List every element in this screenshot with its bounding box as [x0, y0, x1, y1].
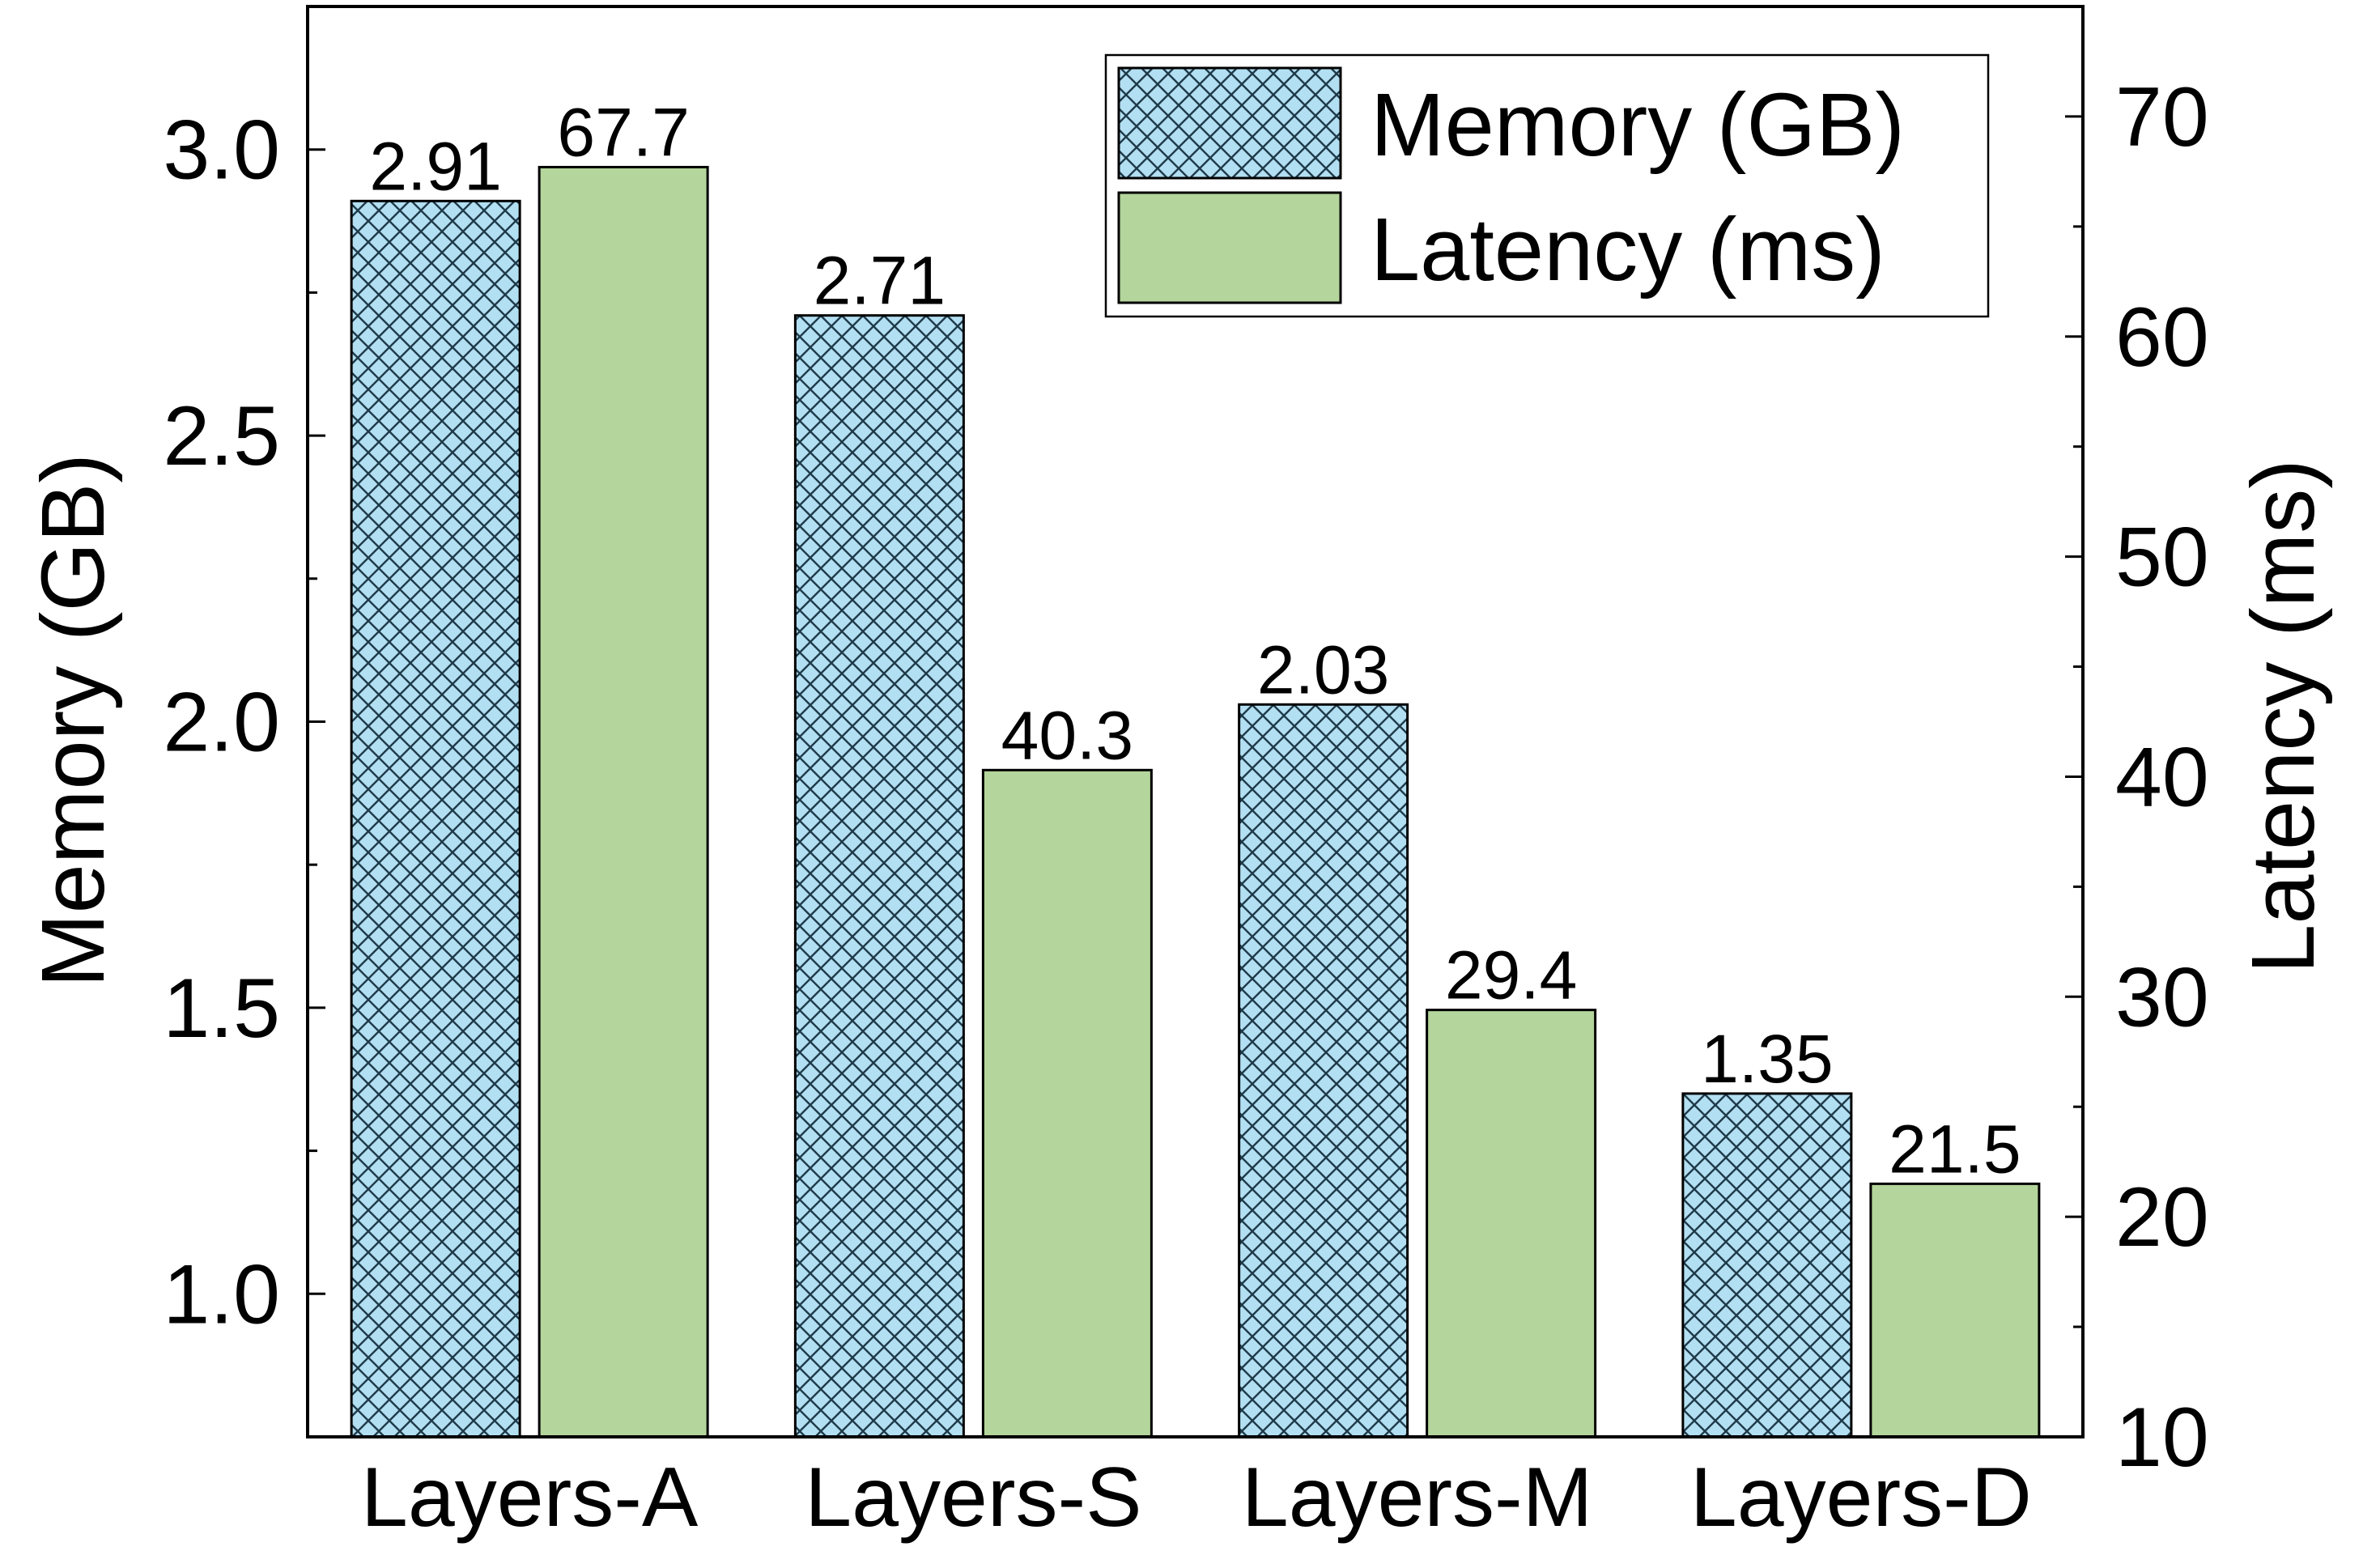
y-tick-label-right: 10 — [2115, 1391, 2209, 1485]
legend-label-latency: Latency (ms) — [1371, 200, 1885, 300]
x-tick-label-layers-d: Layers-D — [1690, 1451, 2032, 1545]
y-axis-title-right: Latency (ms) — [2233, 459, 2333, 974]
y-tick-label-left: 1.0 — [163, 1247, 280, 1341]
x-tick-label-layers-s: Layers-S — [805, 1451, 1141, 1545]
y-tick-label-right: 70 — [2115, 70, 2209, 164]
bar-latency-layers-a — [538, 165, 709, 1438]
x-tick-label-layers-m: Layers-M — [1242, 1451, 1592, 1545]
bar-memory-layers-s — [793, 314, 965, 1438]
y-tick-label-left: 3.0 — [163, 104, 280, 198]
data-label-memory-layers-a: 2.91 — [369, 128, 502, 204]
bar-memory-layers-m — [1238, 703, 1409, 1438]
data-label-latency-layers-m: 29.4 — [1445, 937, 1578, 1013]
y-axis-title-left: Memory (GB) — [23, 453, 123, 988]
y-tick-label-left: 2.5 — [163, 389, 280, 483]
y-tick-label-left: 1.5 — [163, 962, 280, 1056]
y-tick-label-right: 50 — [2115, 511, 2209, 605]
bar-latency-layers-d — [1869, 1182, 2041, 1438]
bar-latency-layers-m — [1426, 1009, 1597, 1438]
legend-swatch-latency — [1117, 191, 1342, 304]
data-label-memory-layers-m: 2.03 — [1257, 631, 1390, 708]
y-tick-label-right: 20 — [2115, 1171, 2209, 1264]
data-label-memory-layers-s: 2.71 — [814, 243, 946, 319]
y-tick-label-right: 60 — [2115, 291, 2209, 385]
bar-memory-layers-a — [350, 199, 521, 1438]
y-tick-label-right: 40 — [2115, 730, 2209, 824]
bar-memory-layers-d — [1681, 1092, 1853, 1438]
data-label-memory-layers-d: 1.35 — [1701, 1021, 1834, 1097]
y-tick-label-right: 30 — [2115, 950, 2209, 1044]
data-label-latency-layers-s: 40.3 — [1001, 697, 1134, 773]
data-label-latency-layers-d: 21.5 — [1889, 1111, 2021, 1187]
legend-label-memory: Memory (GB) — [1371, 75, 1905, 175]
data-label-latency-layers-a: 67.7 — [557, 94, 690, 170]
legend-swatch-memory — [1117, 66, 1342, 180]
legend: Memory (GB) Latency (ms) — [1104, 53, 1990, 318]
y-tick-label-left: 2.0 — [163, 676, 280, 770]
x-tick-label-layers-a: Layers-A — [361, 1451, 699, 1545]
bar-latency-layers-s — [981, 768, 1153, 1438]
